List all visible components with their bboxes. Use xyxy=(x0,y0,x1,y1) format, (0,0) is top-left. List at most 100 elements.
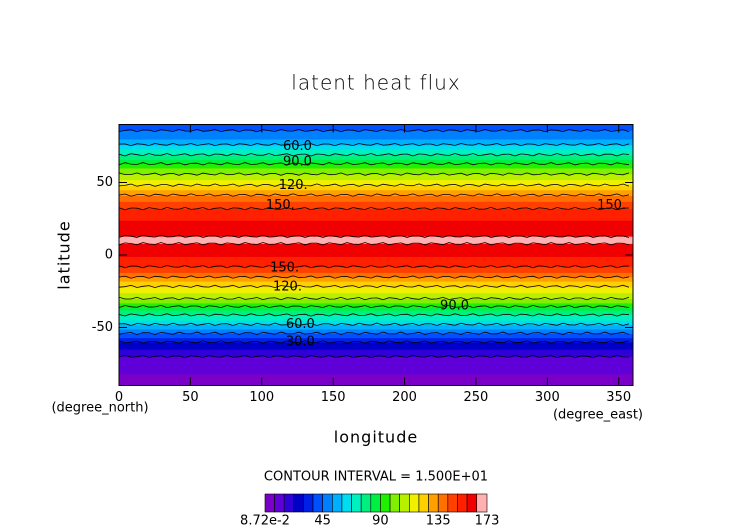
x-tick-label: 0 xyxy=(115,390,123,405)
field-strip xyxy=(119,223,633,226)
colorbar-box xyxy=(447,493,458,513)
y-unit: (degree_north) xyxy=(51,401,148,416)
field-strip xyxy=(119,149,633,152)
field-strip xyxy=(119,366,633,369)
field-strip xyxy=(119,337,633,340)
field-strip xyxy=(119,159,633,162)
field-strip xyxy=(119,368,633,371)
field-strip xyxy=(119,268,633,270)
colorbar-box xyxy=(341,493,352,513)
contour-label: 60.0 xyxy=(283,139,312,154)
contour-label: 120. xyxy=(279,178,308,193)
field-strip xyxy=(119,382,633,385)
colorbar-box xyxy=(360,493,372,513)
field-strip xyxy=(119,201,633,204)
field-strip xyxy=(119,181,633,183)
field-strip xyxy=(119,259,633,262)
field-strip xyxy=(119,165,633,168)
field-strip xyxy=(119,143,633,146)
field-strip xyxy=(119,188,633,191)
field-strip xyxy=(119,228,633,231)
contour-line xyxy=(118,142,630,147)
field-strip xyxy=(119,166,633,169)
contour-label: 90.0 xyxy=(283,155,312,170)
field-strip xyxy=(119,339,633,342)
contour-interval: CONTOUR INTERVAL = 1.500E+01 xyxy=(264,470,488,485)
contour-line xyxy=(118,234,630,239)
field-strip xyxy=(119,224,633,227)
colorbar-label: 173 xyxy=(475,514,500,529)
field-strip xyxy=(119,326,633,328)
field-strip xyxy=(119,334,633,337)
field-strip xyxy=(119,212,633,215)
field-strip xyxy=(119,266,633,269)
contour-line xyxy=(118,304,630,309)
field-strip xyxy=(119,250,633,253)
colorbar-label: 45 xyxy=(314,514,331,529)
x-unit: (degree_east) xyxy=(553,408,643,423)
field-strip xyxy=(119,343,633,346)
field-strip xyxy=(119,294,633,297)
field-strip xyxy=(119,249,633,252)
x-tick-label: 200 xyxy=(392,390,417,405)
field-strip xyxy=(119,278,633,281)
x-tick-label: 150 xyxy=(321,390,346,405)
field-strip xyxy=(119,131,633,134)
field-strip xyxy=(119,298,633,301)
field-strip xyxy=(119,176,633,179)
field-strip xyxy=(119,140,633,143)
contour-label: 150. xyxy=(266,198,295,213)
field-strip xyxy=(119,179,633,182)
field-strip xyxy=(119,356,633,359)
colorbar-box xyxy=(264,493,275,513)
field-strip xyxy=(119,199,633,202)
field-strip xyxy=(119,256,633,259)
field-strip xyxy=(119,227,633,230)
field-strip xyxy=(119,204,633,207)
field-strip xyxy=(119,327,633,330)
field-strip xyxy=(119,308,633,311)
field-strip xyxy=(119,169,633,172)
contour-line xyxy=(118,206,630,211)
x-tick-label: 300 xyxy=(535,390,560,405)
field-strip xyxy=(119,311,633,314)
x-tick-label: 50 xyxy=(182,390,199,405)
field-strip xyxy=(119,350,633,353)
field-strip xyxy=(119,128,633,131)
field-strip xyxy=(119,375,633,378)
field-strip xyxy=(119,239,633,241)
field-strip xyxy=(119,263,633,266)
field-strip xyxy=(119,331,633,334)
contour-line xyxy=(118,264,630,269)
field-strip xyxy=(119,215,633,218)
colorbar-box xyxy=(476,493,488,513)
field-strip xyxy=(119,276,633,279)
field-strip xyxy=(119,365,633,368)
field-strip xyxy=(119,253,633,256)
field-strip xyxy=(119,273,633,276)
colorbar-box xyxy=(409,493,420,513)
field-strip xyxy=(119,226,633,228)
field-strip xyxy=(119,349,633,352)
field-strip xyxy=(119,265,633,268)
field-strip xyxy=(119,270,633,273)
field-strip xyxy=(119,363,633,366)
colorbar-box xyxy=(312,493,323,513)
field-strip xyxy=(119,205,633,208)
y-tick-label: 0 xyxy=(105,248,113,263)
field-strip xyxy=(119,178,633,181)
colorbar-box xyxy=(370,493,381,513)
x-tick-label: 100 xyxy=(249,390,274,405)
field-strip xyxy=(119,318,633,321)
y-tick-label: -50 xyxy=(92,320,113,335)
contour-line xyxy=(118,128,630,133)
field-strip xyxy=(119,146,633,149)
contour-label: 150. xyxy=(597,198,626,213)
colorbar-box xyxy=(428,493,439,513)
field-strip xyxy=(119,317,633,320)
colorbar-box xyxy=(331,493,343,513)
x-axis-label: longitude xyxy=(334,428,418,447)
y-axis-label: latitude xyxy=(55,220,74,289)
